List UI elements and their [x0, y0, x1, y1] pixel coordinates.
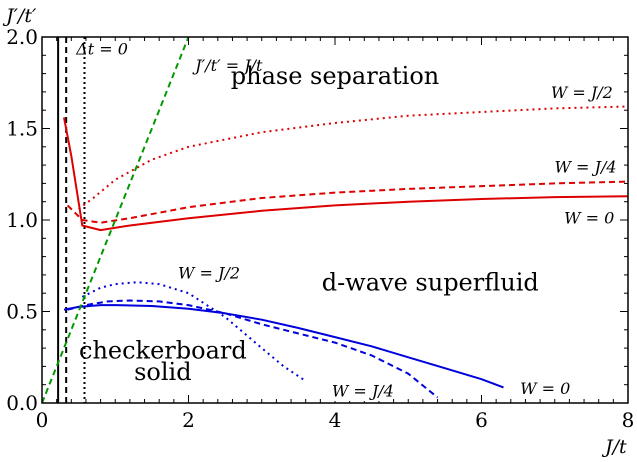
series-label-bg	[556, 158, 615, 177]
axes-layer: 0 2 4 6 8 0.0 0.5 1.0 1.5 2.0	[6, 25, 634, 432]
plot-clipped-group	[42, 37, 628, 403]
series-lower-w0	[63, 304, 504, 389]
region-phase-separation: phase separation	[231, 62, 439, 90]
series-label-bg	[179, 264, 239, 283]
region-d-wave-superfluid: d-wave superfluid	[322, 269, 539, 297]
series-label-upper-w0: W = 0	[564, 209, 614, 228]
x-tick-label: 8	[622, 408, 635, 432]
x-tick-label: 6	[475, 408, 488, 432]
region-solid: solid	[134, 358, 191, 386]
region-checkerboard: checkerboard	[79, 336, 247, 364]
series-label-upper-wq: W = J/4	[555, 157, 617, 176]
series-label-upper-wh: W = J/2	[551, 83, 613, 102]
y-tick-label: 1.5	[6, 117, 38, 141]
series-lower-wh	[81, 281, 307, 382]
delta-t-label: Δt = 0	[75, 39, 128, 58]
series-label-line-jtt: J′/t′ = J/t	[192, 56, 263, 75]
x-tick-label: 0	[36, 408, 49, 432]
y-tick-label: 0.5	[6, 300, 38, 324]
x-axis-title: J/t	[601, 436, 627, 458]
y-tick-label: 1.0	[6, 208, 38, 232]
label-layer: W = 0 W = J/4 W = J/2 W = 0 W = J/4 W = J/2 J′…	[75, 39, 617, 402]
series-line-jtt	[42, 37, 190, 403]
series-lower-wq	[67, 299, 439, 399]
y-tick-label: 0.0	[6, 391, 38, 415]
x-tick-label: 2	[182, 408, 195, 432]
series-label-lower-wh: W = J/2	[178, 263, 240, 282]
series-upper-wh	[78, 105, 628, 210]
series-label-lower-w0: W = 0	[520, 379, 570, 398]
series-label-bg	[568, 210, 611, 229]
plot-layer	[42, 37, 628, 403]
series-label-bg	[552, 84, 612, 103]
series-label-lower-wq: W = J/4	[332, 382, 394, 401]
y-axis-title: J′/t′	[2, 5, 37, 27]
y-tick-label: 2.0	[6, 25, 38, 49]
series-label-bg	[333, 383, 393, 402]
series-label-bg	[524, 380, 567, 399]
series-upper-wq	[66, 180, 628, 224]
series-upper-w0	[63, 117, 628, 232]
series-label-bg	[182, 57, 275, 76]
x-tick-label: 4	[329, 408, 342, 432]
